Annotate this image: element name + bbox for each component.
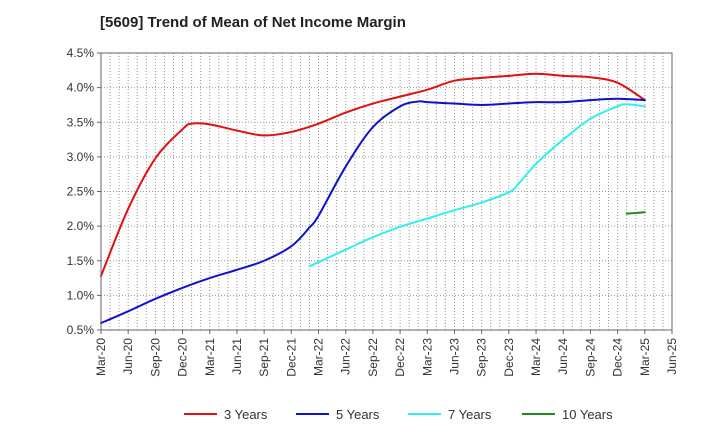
legend-label-4: 10 Years <box>562 407 613 422</box>
x-tick-label: Sep-21 <box>257 338 271 377</box>
x-tick-label: Mar-20 <box>94 338 108 376</box>
legend-label-2: 5 Years <box>336 407 380 422</box>
y-tick-label: 1.0% <box>67 288 95 302</box>
x-tick-label: Jun-23 <box>447 338 461 375</box>
x-tick-label: Jun-20 <box>121 338 135 375</box>
y-tick-label: 4.5% <box>67 46 95 60</box>
x-tick-label: Mar-21 <box>203 338 217 376</box>
x-tick-label: Jun-24 <box>556 338 570 375</box>
y-axis-ticks: 0.5% 1.0% 1.5% 2.0% 2.5% 3.0% 3.5% 4.0% 4.5% <box>67 46 101 337</box>
y-tick-label: 3.0% <box>67 150 95 164</box>
legend: 3 Years 5 Years 7 Years 10 Years <box>184 407 613 422</box>
x-tick-label: Jun-25 <box>665 338 679 375</box>
grid <box>101 53 672 330</box>
x-tick-label: Sep-24 <box>583 338 597 377</box>
legend-label-1: 3 Years <box>224 407 268 422</box>
series-lines <box>100 72 646 325</box>
y-tick-label: 2.5% <box>67 185 95 199</box>
y-tick-label: 3.5% <box>67 115 95 129</box>
x-tick-label: Mar-23 <box>420 338 434 376</box>
series-line-2 <box>100 97 646 325</box>
x-tick-label: Dec-22 <box>393 338 407 377</box>
series-line-4 <box>625 211 646 215</box>
x-tick-label: Dec-23 <box>502 338 516 377</box>
series-line-1 <box>100 72 646 277</box>
series-line-3 <box>308 103 646 268</box>
legend-label-3: 7 Years <box>448 407 492 422</box>
y-tick-label: 0.5% <box>67 323 95 337</box>
x-tick-label: Sep-20 <box>148 338 162 377</box>
x-axis-ticks: Mar-20 Jun-20 Sep-20 Dec-20 Mar-21 Jun-21 Sep-… <box>94 330 679 377</box>
y-tick-label: 1.5% <box>67 254 95 268</box>
x-tick-label: Jun-22 <box>339 338 353 375</box>
y-tick-label: 4.0% <box>67 81 95 95</box>
x-tick-label: Dec-20 <box>176 338 190 377</box>
chart-title: [5609] Trend of Mean of Net Income Margi… <box>100 14 406 31</box>
y-tick-label: 2.0% <box>67 219 95 233</box>
x-tick-label: Mar-25 <box>638 338 652 376</box>
x-tick-label: Dec-21 <box>284 338 298 377</box>
x-tick-label: Dec-24 <box>611 338 625 377</box>
x-tick-label: Sep-23 <box>475 338 489 377</box>
x-tick-label: Jun-21 <box>230 338 244 375</box>
x-tick-label: Sep-22 <box>366 338 380 377</box>
x-tick-label: Mar-24 <box>529 338 543 376</box>
x-tick-label: Mar-22 <box>312 338 326 376</box>
